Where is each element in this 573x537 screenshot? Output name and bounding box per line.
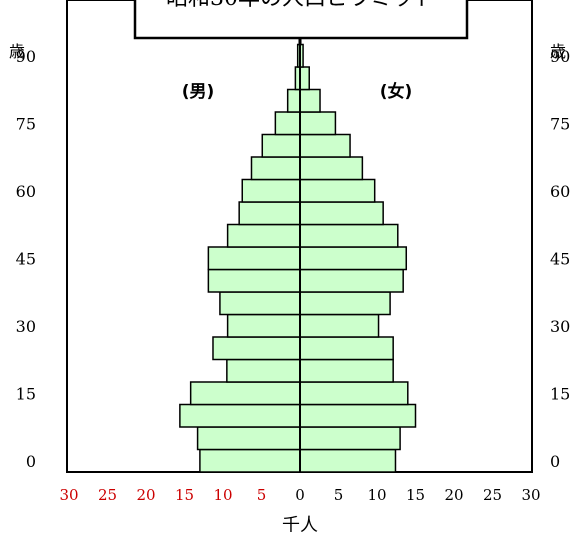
y-tick-left-15: 15 xyxy=(16,384,36,403)
x-tick-10: 20 xyxy=(444,486,463,504)
series-label-male: (男) xyxy=(182,82,215,102)
y-tick-right-15: 15 xyxy=(550,384,570,403)
bar-male-65-69 xyxy=(250,156,301,181)
bar-male-30-34 xyxy=(226,313,301,338)
x-tick-7: 5 xyxy=(334,486,344,504)
bar-female-45-49 xyxy=(299,246,408,271)
bar-male-60-64 xyxy=(241,178,301,203)
bar-female-0-4 xyxy=(299,448,397,473)
x-tick-6: 0 xyxy=(295,486,305,504)
bar-female-10-14 xyxy=(299,403,417,428)
bar-male-20-24 xyxy=(226,358,301,383)
bar-female-70-74 xyxy=(299,133,351,158)
bar-female-80-84 xyxy=(299,88,321,113)
bar-female-25-29 xyxy=(299,336,394,361)
bar-female-65-69 xyxy=(299,156,364,181)
bar-male-70-74 xyxy=(261,133,301,158)
y-tick-left-75: 75 xyxy=(16,114,36,133)
bar-male-40-44 xyxy=(207,268,301,293)
bar-male-25-29 xyxy=(212,336,301,361)
y-tick-right-60: 60 xyxy=(550,182,570,201)
x-tick-2: 20 xyxy=(136,486,155,504)
x-tick-labels: 30 25 20 15 10 5 0 5 10 15 20 25 30 xyxy=(59,486,540,504)
x-axis-label: 千人 xyxy=(282,515,318,532)
bar-female-35-39 xyxy=(299,291,391,316)
y-tick-right-0: 0 xyxy=(550,452,560,471)
y-tick-right-30: 30 xyxy=(550,317,570,336)
bar-female-85-89 xyxy=(299,66,310,91)
bar-male-15-19 xyxy=(189,381,301,406)
bar-female-55-59 xyxy=(299,201,384,226)
bar-male-45-49 xyxy=(207,246,301,271)
y-axis-label-left: 歳 xyxy=(9,42,25,61)
bar-female-5-9 xyxy=(299,426,401,451)
bar-male-0-4 xyxy=(199,448,301,473)
bar-male-80-84 xyxy=(286,88,301,113)
y-tick-left-45: 45 xyxy=(16,249,36,268)
bar-female-50-54 xyxy=(299,223,399,248)
y-tick-right-75: 75 xyxy=(550,114,570,133)
y-tick-right-45: 45 xyxy=(550,249,570,268)
x-tick-3: 15 xyxy=(175,486,194,504)
bar-female-75-79 xyxy=(299,111,337,136)
bar-female-20-24 xyxy=(299,358,394,383)
y-tick-left-60: 60 xyxy=(16,182,36,201)
x-tick-11: 25 xyxy=(483,486,502,504)
bar-male-50-54 xyxy=(226,223,301,248)
bar-male-35-39 xyxy=(219,291,301,316)
y-tick-left-30: 30 xyxy=(16,317,36,336)
x-tick-8: 10 xyxy=(367,486,386,504)
x-tick-0: 30 xyxy=(59,486,78,504)
series-label-female: (女) xyxy=(380,81,413,102)
bars-group xyxy=(179,0,417,473)
x-tick-4: 10 xyxy=(213,486,232,504)
chart-title: 昭和30年の人口ピラミッド xyxy=(166,0,436,11)
bar-female-60-64 xyxy=(299,178,376,203)
bar-female-15-19 xyxy=(299,381,409,406)
x-tick-9: 15 xyxy=(406,486,425,504)
x-tick-1: 25 xyxy=(98,486,117,504)
bar-female-30-34 xyxy=(299,313,380,338)
y-axis-label-right: 歳 xyxy=(550,42,566,61)
x-tick-5: 5 xyxy=(257,486,267,504)
bar-male-55-59 xyxy=(238,201,301,226)
chart-title-box xyxy=(133,0,469,40)
bar-male-75-79 xyxy=(274,111,301,136)
y-tick-left-0: 0 xyxy=(26,452,36,471)
bar-male-10-14 xyxy=(179,403,301,428)
bar-male-5-9 xyxy=(196,426,301,451)
x-tick-12: 30 xyxy=(521,486,540,504)
bar-female-40-44 xyxy=(299,268,404,293)
y-tick-right-90: 90 xyxy=(550,47,570,66)
y-tick-labels: 0 0 15 15 30 30 45 45 60 60 75 75 90 90 xyxy=(16,47,571,471)
y-tick-left-90: 90 xyxy=(16,47,36,66)
